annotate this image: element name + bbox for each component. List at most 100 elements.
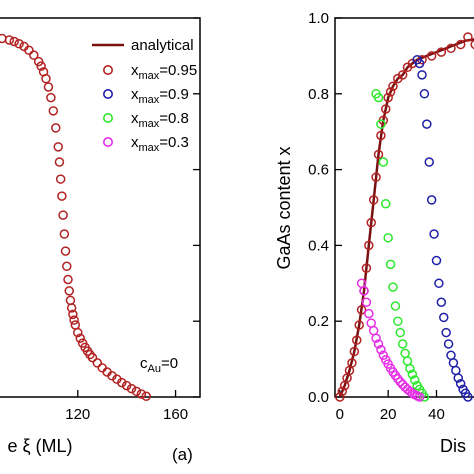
panel-b-data-point [352,335,362,345]
panel-a-data-point [55,174,66,184]
panel-b-y-tick-label: 0.2 [308,313,329,330]
panel-b-data-point [371,333,381,344]
panel-b-data-point [436,47,447,57]
panel-a-data-point [51,123,61,133]
panel-a-data-point [92,358,103,368]
panel-a-tick-labels: 120 160 [65,406,188,423]
panel-b-data-point [422,119,432,129]
panel-b-data-point [402,356,413,366]
panel-b-data-point [385,87,396,97]
panel-a-data-point [29,50,39,60]
panel-b-data-point [335,392,345,402]
panel-a-data-point [62,261,72,271]
panel-a-data-point [69,315,79,325]
annotation-base: c [140,355,148,372]
panel-a-data-point [117,377,127,388]
panel-a-data-point [33,56,44,67]
panel-b-data-point [349,346,360,357]
panel-a-data-point [24,45,34,55]
panel-a-data-point [63,274,73,285]
panel-b-data-point [405,363,415,374]
panel-b-data-point [337,386,347,397]
panel-b-data-point [463,392,473,402]
panel-b-data-point [426,195,437,205]
panel-b-data-point [397,379,408,390]
panel-b-data-point [453,373,463,383]
legend-entry-value: =0.9 [159,86,189,103]
panel-a-data-point [57,191,67,201]
panel-a-data-point [14,39,24,49]
panel-b-data-point [373,92,384,103]
panel-b-data-point [356,305,367,315]
legend-entry-base: x [131,86,139,103]
panel-a-data-point [59,229,70,239]
legend-marker [103,89,114,100]
panel-a-annotation: cAu=0 [140,355,178,375]
panel-a-frame [0,17,201,398]
legend: analytical xmax=0.95xmax=0.9xmax=0.8xmax… [92,37,197,154]
legend-entry-subscript: max [139,70,160,82]
panel-b-data-point [354,320,364,330]
panel-b-x-tick-label: 0 [336,406,344,423]
panel-a: 120 160 e ξ (ML) cAu=0 (a) analytical xma… [0,17,201,464]
panel-b-data-point [373,339,384,349]
panel-b-data-point [378,350,389,361]
panel-a-data-point [70,320,81,330]
panel-a-data-point [121,380,132,391]
legend-marker [103,113,114,124]
panel-b-data-point [381,198,391,209]
panel-a-ticks [77,17,200,398]
panel-b-y-tick-label: 1.0 [308,10,329,27]
panel-b-frame [334,17,474,398]
panel-b-data-point [451,365,461,376]
panel-b-data-point [390,301,401,311]
panel-b-data-point [376,130,386,141]
legend-entry-subscript: max [139,142,160,154]
panel-b-data-point [448,358,459,368]
panel-a-x-axis-label: e ξ (ML) [7,436,72,456]
panel-a-data-point [136,389,147,399]
panel-b-data-point [436,297,447,307]
panel-b-data-point [378,157,389,167]
panel-a-x-tick-label: 120 [65,406,90,423]
legend-entry-base: x [131,62,139,79]
panel-b-data-point [441,327,451,338]
panel-b-y-axis-label: GaAs content x [274,146,294,269]
panel-b-data-point [446,43,456,54]
legend-entry-base: x [131,134,139,151]
panel-b-data-point [397,70,408,80]
panel-b-data-point [410,375,420,385]
annotation-tail: =0 [161,355,178,372]
panel-b-data-point [431,255,442,266]
panel-b-data-point [388,81,398,91]
panel-b-data-point [388,282,398,292]
legend-marker [103,137,114,148]
panel-b-data-point [446,350,456,361]
panel-b: 0 20 40 0.0 0.2 0.4 0.6 0.8 1.0 Dis GaAs content… [274,10,474,456]
panel-a-data-point [87,352,98,363]
panel-b-data-point [383,92,393,103]
panel-b-data-point [376,119,386,129]
panel-b-x-tick-label: 40 [428,406,445,423]
legend-entry: xmax=0.95 [131,62,197,82]
panel-b-data-point [426,51,437,61]
panel-b-data-point [439,312,449,323]
panel-b-data-point [424,157,434,167]
panel-b-points [335,32,474,402]
panel-b-x-tick-label: 20 [380,406,397,423]
legend-entry: xmax=0.9 [131,86,189,106]
panel-b-data-point [463,32,473,42]
panel-b-data-point [385,259,396,270]
panel-b-data-point [429,229,439,239]
panel-a-data-point [60,246,71,256]
legend-entry: xmax=0.3 [131,134,189,154]
legend-entry-base: x [131,110,139,127]
panel-b-data-point [368,195,379,205]
panel-b-data-point [434,278,444,289]
panel-a-points [0,33,151,401]
panel-a-x-tick-label: 160 [163,406,188,423]
panel-b-y-tick-label: 0.4 [308,237,329,254]
panel-b-data-point [364,308,374,319]
panel-a-label: (a) [172,445,193,464]
